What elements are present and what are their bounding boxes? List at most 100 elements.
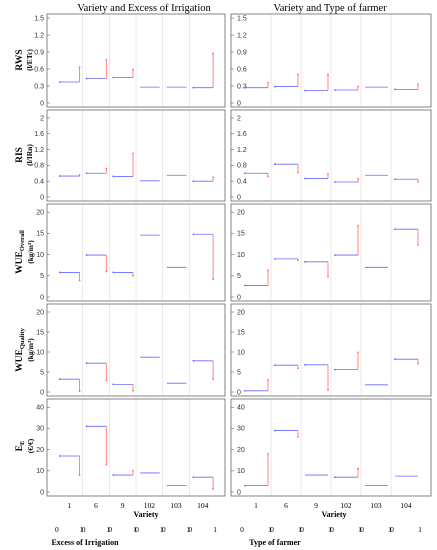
factor-level-label: 0 [360,525,364,534]
point-start-ris-right [274,163,276,166]
factor-level-label: 0 [189,525,193,534]
point-start-wue-overall-left [85,254,88,256]
point-start-wue-overall-right [334,254,336,256]
x-category-label: 104 [400,501,412,510]
point-start-ris-right [394,178,396,181]
point-start-ris-right [244,172,246,175]
x-category-label: 104 [197,501,209,510]
point-end-ee-left [78,474,81,476]
factor-level-label: 0 [108,525,112,534]
point-end-ris-right [267,175,269,178]
factor-label-right: Type of farmer [249,538,301,547]
row-label-ee: EE (€/€) [15,438,35,453]
y-tick-label-wue-overall-left: 0 [40,294,44,301]
y-tick-label-wue-overall-left: 5 [40,273,44,280]
factor-level-label: 1 [418,525,422,534]
point-end-wue-quality-left [105,379,108,382]
y-tick-label-rws-left: 1.2 [34,32,44,39]
point-start-wue-quality-left [85,362,88,365]
point-end-ris-right [297,171,299,174]
row-label-ee-main: E [15,445,25,451]
point-end-ee-left [212,487,215,490]
y-tick-label-ris-right: 1.6 [237,131,247,138]
point-start-wue-quality-right [244,389,246,392]
y-tick-label-wue-overall-right: 0 [237,294,241,301]
row-label-ris-text: RIS [15,147,25,163]
panel-frame-ris-left [46,109,226,202]
point-start-wue-overall-right [304,260,306,263]
panel-frame-wue-overall-left [46,203,226,302]
y-tick-label-ris-right: 0 [237,194,241,201]
point-start-ee-left [192,476,195,479]
point-start-ris-left [85,172,88,175]
point-end-wue-quality-right [357,351,359,354]
y-tick-label-wue-overall-right: 15 [237,231,245,238]
panel-ee-right: 0 10 20 30 40 [230,398,432,497]
x-category-label: 6 [94,501,98,510]
point-end-ris-left [132,152,134,155]
y-tick-label-wue-quality-left: 5 [40,369,44,376]
point-end-ee-left [132,469,134,472]
point-start-wue-quality-left [192,359,195,362]
point-start-wue-quality-right [334,368,336,371]
y-tick-label-ee-right: 40 [237,405,245,412]
y-tick-label-ee-right: 20 [237,447,245,454]
panel-wue-overall-right: 0 5 10 15 20 [230,203,432,302]
point-end-wue-quality-right [417,362,419,365]
panel-ris-left: 0 0.4 0.8 1.2 1.6 2 [34,109,226,202]
factor-level-label: 1 [388,525,392,534]
point-start-rws-left [192,86,195,89]
y-tick-label-rws-left: 0 [40,100,44,107]
factor-level-label: 0 [162,525,166,534]
panel-rws-right: 0 0.3 0.6 0.9 1.2 1.5 [230,13,432,108]
point-start-wue-quality-right [304,363,306,366]
panel-wue-quality-left: 0 5 10 15 20 [36,303,226,397]
point-start-ee-left [112,474,115,476]
row-label-wue-overall: WUEOverall (kg/m³) [15,230,35,274]
x-category-label: 103 [370,501,382,510]
point-start-rws-right [334,89,336,91]
y-tick-label-ris-right: 0.8 [237,163,247,170]
point-end-wue-quality-left [132,389,134,392]
point-end-wue-quality-right [267,379,269,381]
factor-level-label: 0 [135,525,139,534]
point-start-ris-right [334,181,336,183]
point-end-wue-overall-right [267,269,269,272]
row-label-rws-unit: (l/ETc) [25,49,34,71]
row-label-ee-sub: E [19,441,26,445]
panel-frame-rws-right [230,13,432,108]
factor-level-label: 1 [213,525,217,534]
point-start-rws-right [274,85,276,88]
panel-frame-wue-quality-right [230,303,432,397]
y-tick-label-wue-quality-right: 15 [237,329,245,336]
point-start-ee-right [274,429,276,432]
y-tick-label-rws-right: 0 [237,100,241,107]
y-tick-label-rws-left: 0.3 [34,83,44,90]
point-start-ee-right [334,476,336,479]
y-tick-label-rws-left: 0.6 [34,66,44,73]
row-label-rws-text: RWS [15,49,25,70]
point-end-wue-quality-right [327,389,329,391]
row-label-wue-quality-main: WUE [15,349,25,372]
point-end-rws-left [78,66,81,69]
panel-rws-left: 0 0.3 0.6 0.9 1.2 1.5 [34,13,226,108]
point-start-wue-overall-right [394,228,396,231]
point-end-ee-right [267,452,269,455]
y-tick-label-wue-overall-right: 10 [237,252,245,259]
y-tick-label-ris-right: 2 [237,115,241,122]
y-tick-label-ris-right: 0.4 [237,178,247,185]
point-end-ris-right [357,177,359,180]
y-tick-label-ris-left: 0.8 [34,163,44,170]
row-label-wue-quality-sub: Quality [19,327,26,349]
y-tick-label-wue-quality-right: 5 [237,369,241,376]
row-label-ris: RIS (l/IRn) [15,144,34,166]
column-title-right: Variety and Type of farmer [273,3,387,14]
point-start-rws-left [59,81,61,83]
factor-level-label: 1 [268,525,272,534]
point-end-rws-right [327,73,329,76]
row-label-rws: RWS (l/ETc) [15,49,34,71]
row-label-wue-quality-text: WUEQuality [15,327,26,371]
point-end-rws-right [267,81,269,84]
point-end-ee-right [297,436,299,438]
point-end-wue-overall-right [327,275,329,278]
